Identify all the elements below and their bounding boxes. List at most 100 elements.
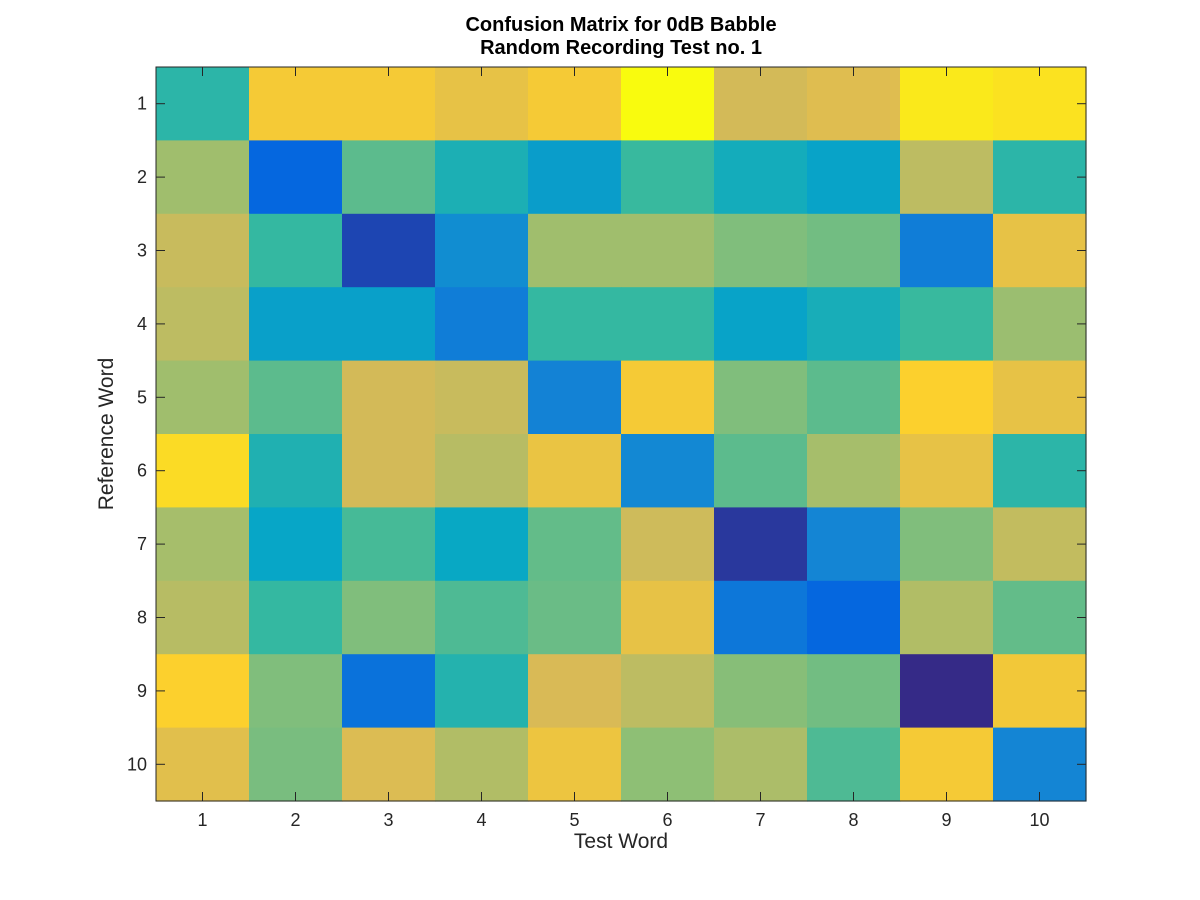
heatmap-cell (807, 140, 901, 215)
y-tick-label: 9 (137, 681, 147, 701)
heatmap-cell (249, 580, 343, 655)
heatmap-cell (435, 213, 529, 288)
heatmap-cell (714, 140, 808, 215)
heatmap-cell (993, 507, 1087, 582)
y-tick-label: 3 (137, 241, 147, 261)
heatmap-cell (993, 67, 1087, 141)
heatmap-cell (807, 580, 901, 655)
y-tick-label: 4 (137, 314, 147, 334)
x-tick-label: 10 (1029, 810, 1049, 830)
heatmap-cell (528, 140, 622, 215)
heatmap-cell (435, 654, 529, 729)
heatmap-cell (714, 434, 808, 508)
heatmap-cell (528, 507, 622, 582)
heatmap-cell (621, 213, 715, 288)
heatmap-cell (156, 580, 250, 655)
heatmap-cell (156, 434, 250, 508)
heatmap-cell (156, 654, 250, 729)
heatmap-cell (249, 140, 343, 215)
chart-title-line-2: Random Recording Test no. 1 (480, 37, 762, 59)
heatmap-cell (621, 654, 715, 729)
chart-title-line-1: Confusion Matrix for 0dB Babble (465, 14, 776, 36)
heatmap-cell (342, 360, 436, 435)
x-tick-label: 8 (848, 810, 858, 830)
heatmap-cell (807, 287, 901, 362)
heatmap-cell (156, 140, 250, 215)
heatmap-cell (993, 434, 1087, 508)
heatmap-cell (807, 507, 901, 582)
heatmap-cell (249, 507, 343, 582)
heatmap-cell (621, 140, 715, 215)
y-tick-label: 5 (137, 387, 147, 407)
heatmap-cell (249, 287, 343, 362)
x-tick-label: 6 (662, 810, 672, 830)
heatmap-cell (342, 654, 436, 729)
heatmap-cell (993, 360, 1087, 435)
y-tick-label: 2 (137, 167, 147, 187)
heatmap-cell (528, 727, 622, 802)
heatmap-cell (807, 654, 901, 729)
heatmap-cell (714, 67, 808, 141)
x-tick-label: 7 (755, 810, 765, 830)
heatmap-cell (435, 287, 529, 362)
heatmap-cell (528, 654, 622, 729)
heatmap-cell (249, 434, 343, 508)
y-tick-label: 8 (137, 608, 147, 628)
heatmap-cells (156, 67, 1087, 802)
x-tick-label: 5 (569, 810, 579, 830)
heatmap-cell (528, 434, 622, 508)
heatmap-cell (714, 727, 808, 802)
plot-box (155, 66, 1087, 802)
heatmap-cell (342, 67, 436, 141)
heatmap-cell (900, 507, 994, 582)
heatmap-cell (435, 507, 529, 582)
heatmap-cell (621, 434, 715, 508)
heatmap-cell (435, 360, 529, 435)
heatmap-cell (993, 140, 1087, 215)
x-tick-label: 9 (941, 810, 951, 830)
heatmap-cell (342, 580, 436, 655)
heatmap-cell (528, 360, 622, 435)
heatmap-cell (528, 213, 622, 288)
heatmap-cell (621, 67, 715, 141)
heatmap-cell (900, 67, 994, 141)
y-tick-label: 10 (127, 754, 147, 774)
x-tick-label: 4 (476, 810, 486, 830)
y-axis-label: Reference Word (95, 358, 118, 511)
heatmap-cell (900, 434, 994, 508)
heatmap-cell (714, 360, 808, 435)
heatmap-cell (807, 360, 901, 435)
heatmap-cell (807, 67, 901, 141)
heatmap-cell (249, 727, 343, 802)
x-tick-label: 1 (197, 810, 207, 830)
heatmap-cell (900, 140, 994, 215)
axis-ticks (156, 67, 1086, 801)
heatmap-cell (156, 67, 250, 141)
heatmap-cell (621, 507, 715, 582)
heatmap-cell (249, 213, 343, 288)
y-tick-label: 1 (137, 94, 147, 114)
heatmap-cell (435, 67, 529, 141)
heatmap-cell (714, 507, 808, 582)
heatmap-cell (528, 287, 622, 362)
heatmap-cell (621, 360, 715, 435)
x-tick-label: 3 (383, 810, 393, 830)
heatmap-cell (156, 287, 250, 362)
heatmap-cell (900, 654, 994, 729)
heatmap-cell (528, 67, 622, 141)
x-tick-label: 2 (290, 810, 300, 830)
heatmap-cell (342, 287, 436, 362)
heatmap-cell (435, 140, 529, 215)
heatmap-cell (435, 580, 529, 655)
y-tick-label: 6 (137, 461, 147, 481)
heatmap-cell (435, 434, 529, 508)
heatmap-cell (714, 287, 808, 362)
heatmap-cell (993, 727, 1087, 802)
y-tick-label: 7 (137, 534, 147, 554)
heatmap-cell (249, 360, 343, 435)
heatmap-cell (993, 654, 1087, 729)
heatmap-cell (900, 287, 994, 362)
heatmap-cell (900, 213, 994, 288)
heatmap-cell (156, 360, 250, 435)
